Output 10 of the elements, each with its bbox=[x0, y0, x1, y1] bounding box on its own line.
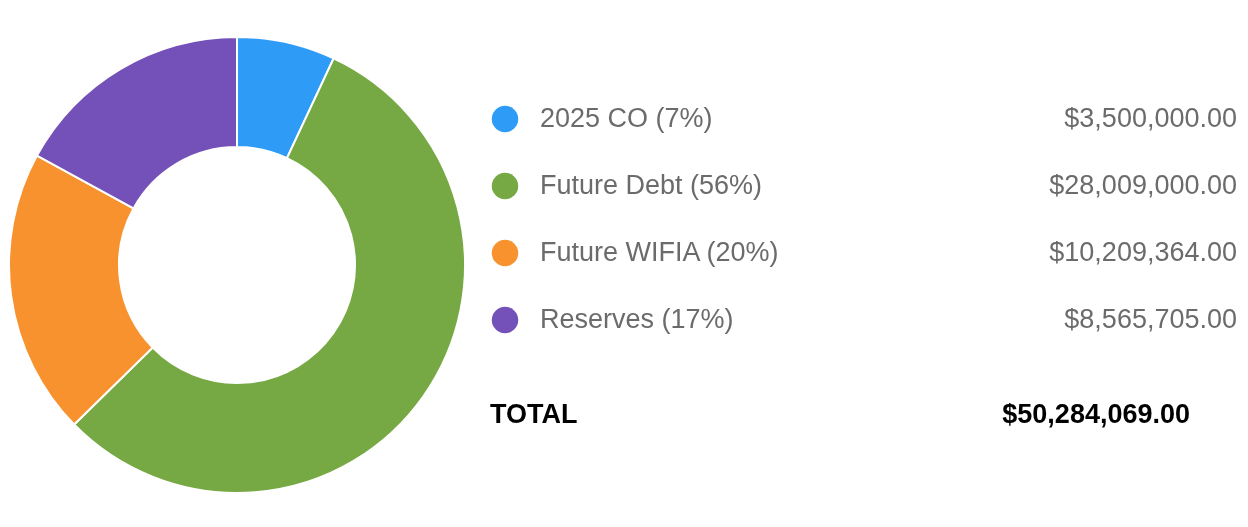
legend-label: Future Debt (56%) bbox=[540, 170, 763, 200]
data-label: $8,565,705.00 bbox=[1064, 304, 1237, 334]
legend-label: 2025 CO (7%) bbox=[540, 103, 713, 133]
legend-label: Reserves (17%) bbox=[540, 304, 734, 334]
legend-label: Future WIFIA (20%) bbox=[540, 237, 779, 267]
text: TOTAL bbox=[490, 399, 578, 429]
data-label: $28,009,000.00 bbox=[1049, 170, 1237, 200]
text: $50,284,069.00 bbox=[1002, 399, 1190, 429]
data-label: $3,500,000.00 bbox=[1064, 103, 1237, 133]
data-label: $10,209,364.00 bbox=[1049, 237, 1237, 267]
